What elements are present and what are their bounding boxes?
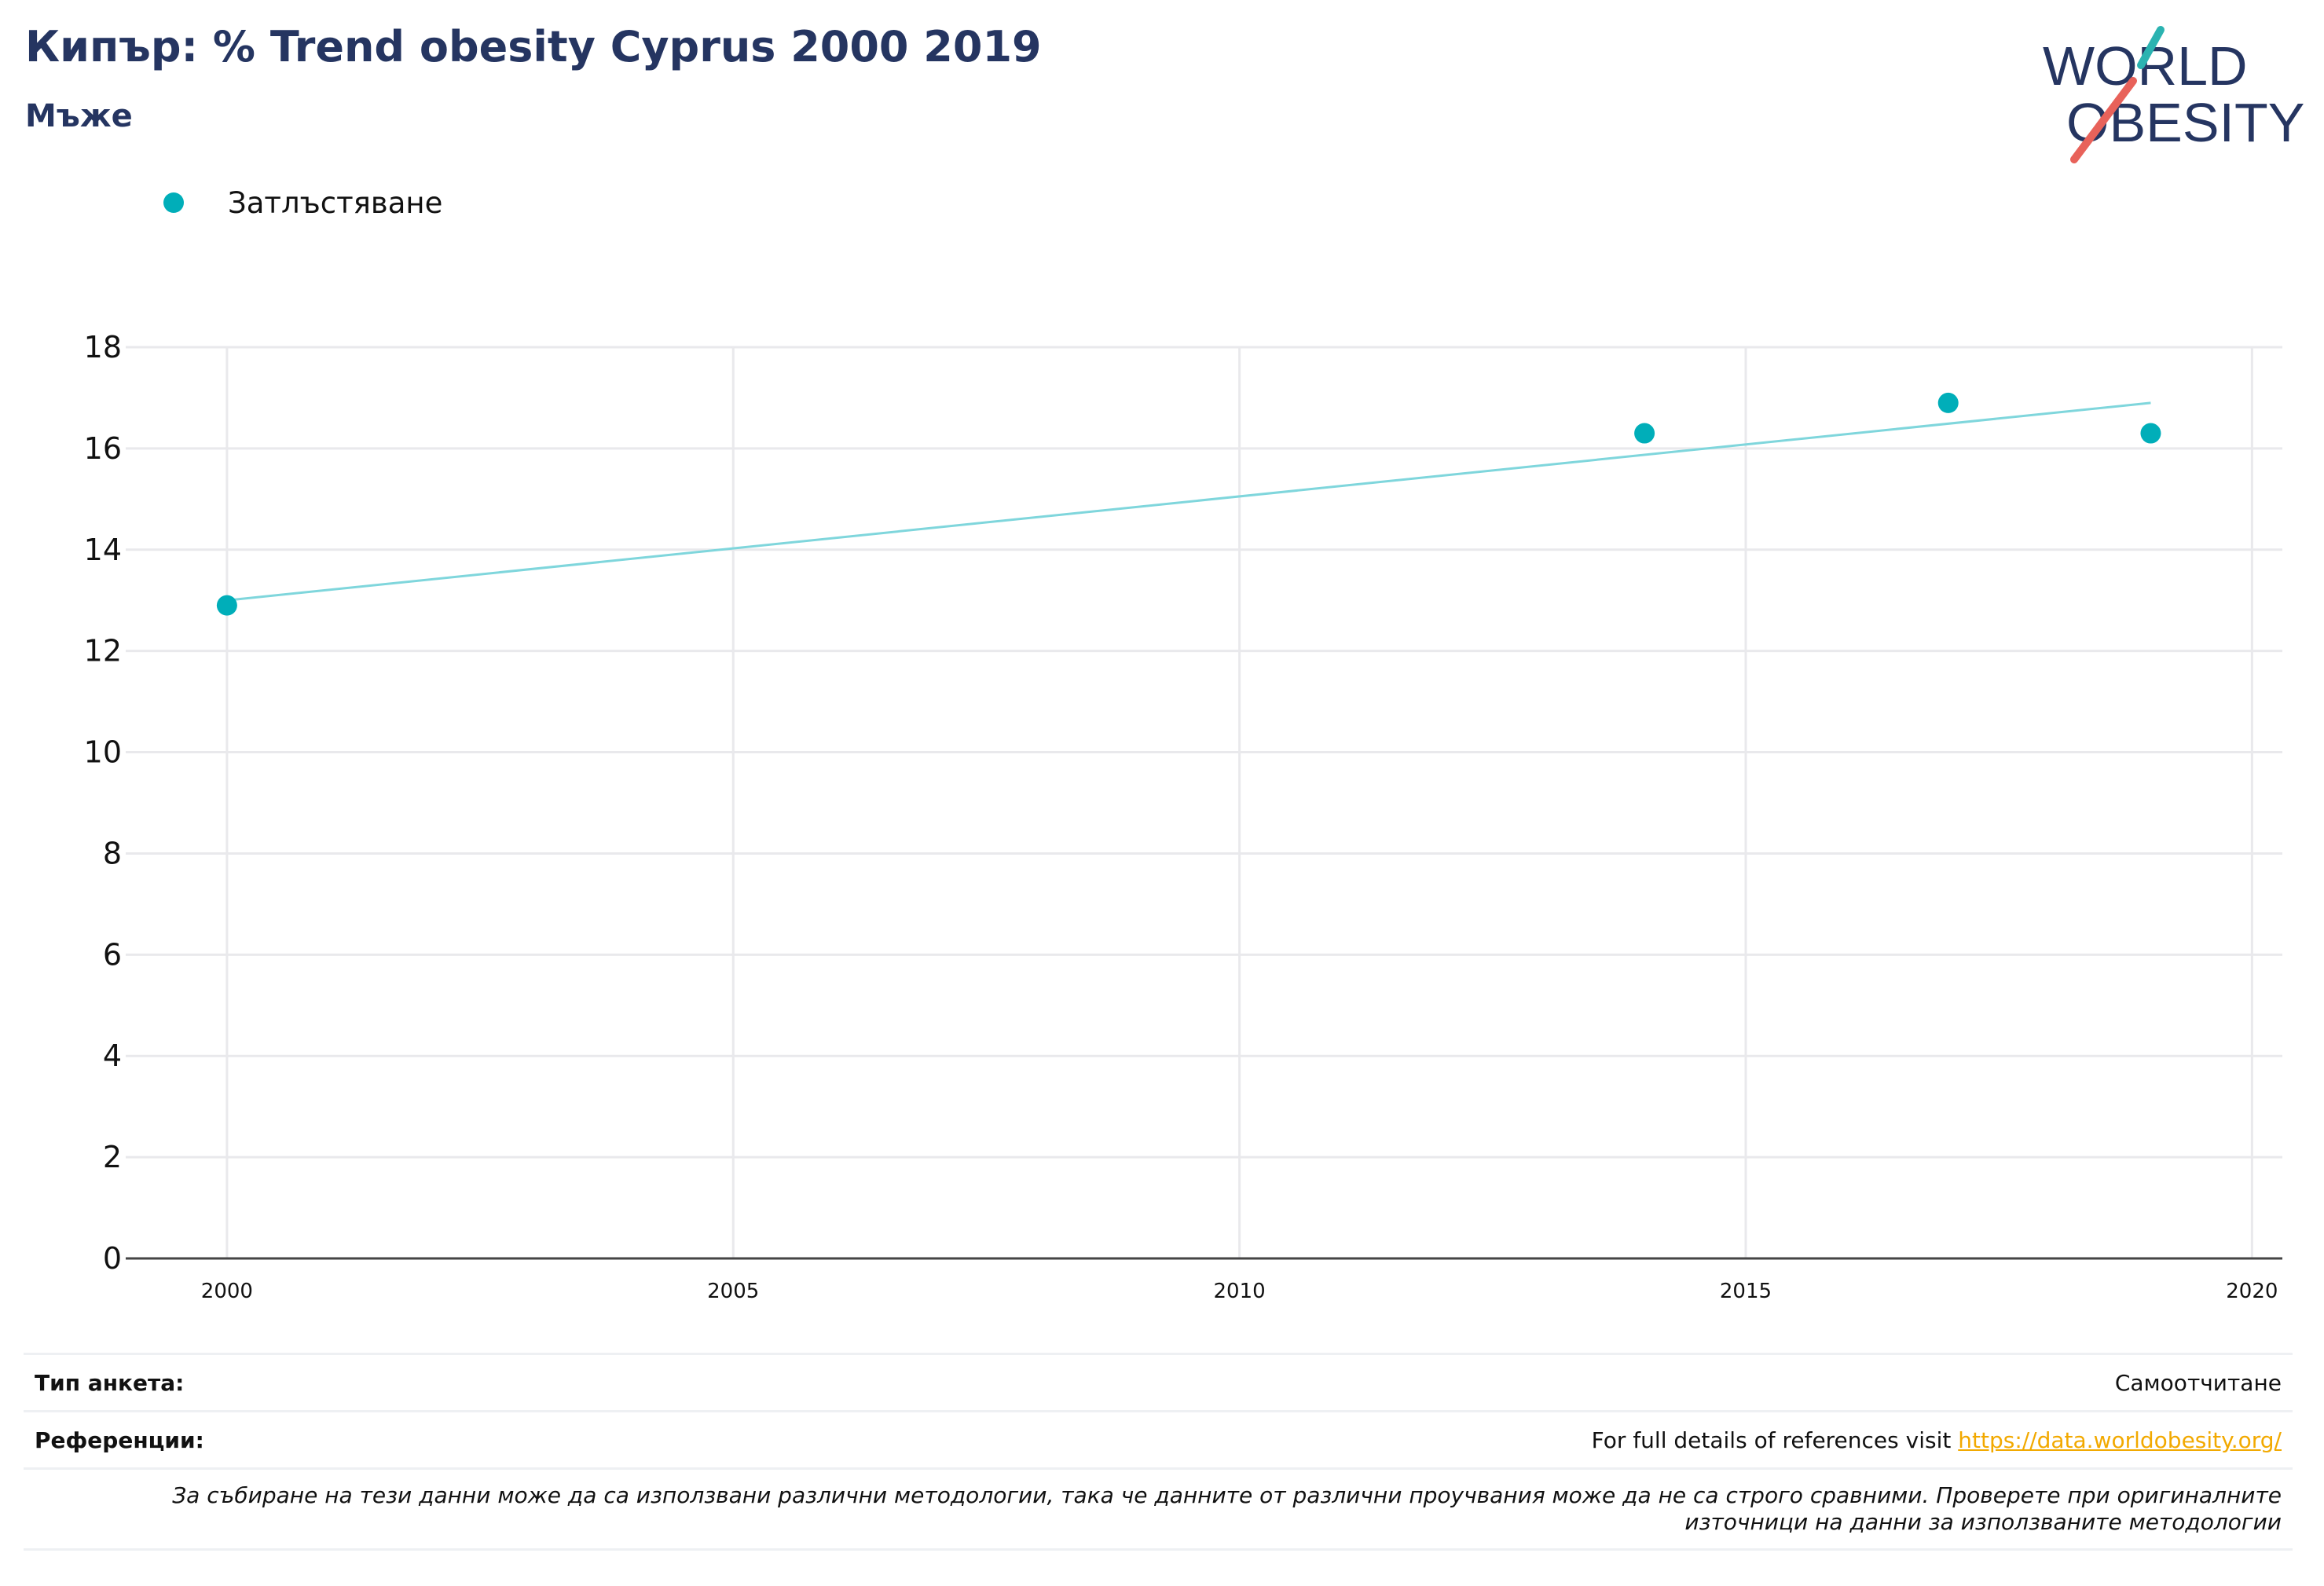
x-tick-label: 2005 [707,1280,759,1303]
y-tick-label: 12 [84,634,122,668]
y-tick-label: 10 [84,735,122,770]
x-tick-label: 2015 [1720,1280,1772,1303]
x-tick-label: 2010 [1214,1280,1266,1303]
references-link[interactable]: https://data.worldobesity.org/ [1958,1427,2282,1453]
y-tick-label: 18 [84,330,122,364]
logo-line1: WORLD [2043,35,2248,97]
y-tick-label: 4 [103,1038,122,1073]
x-tick-label: 2020 [2226,1280,2278,1303]
y-tick-label: 16 [84,431,122,466]
survey-type-label: Тип анкета: [35,1369,185,1396]
world-obesity-logo: WORLD OBESITY [2043,26,2304,163]
logo-slash-teal [2137,26,2165,69]
data-point [216,595,237,616]
methodology-note: За събиране на тези данни може да са изп… [172,1482,2282,1535]
x-tick-label: 2000 [201,1280,253,1303]
data-point [1937,392,1959,413]
methodology-note-row: За събиране на тези данни може да са изп… [24,1467,2293,1551]
chart-subtitle: Мъже [25,98,133,134]
trendline [226,401,2151,602]
references-label: Референции: [35,1427,204,1453]
y-tick-label: 14 [84,533,122,567]
references-text: For full details of references visit [1591,1427,1959,1453]
footer: Тип анкета: Самоотчитане Референции: For… [24,1353,2293,1551]
references-row: Референции: For full details of referenc… [24,1410,2293,1467]
legend-marker [163,192,184,213]
survey-type-row: Тип анкета: Самоотчитане [24,1353,2293,1410]
survey-type-value: Самоотчитане [2114,1369,2282,1396]
y-tick-label: 8 [103,836,122,870]
data-point [1634,423,1655,444]
chart: 0 2 4 6 8 10 12 14 16 18 2000 2005 2010 2015 2020 [84,330,2282,1303]
chart-title: Кипър: % Trend obesity Cyprus 2000 2019 [25,22,1042,71]
y-tick-label: 0 [103,1241,122,1276]
legend: Затлъстяване [163,183,442,222]
references-value: For full details of references visit htt… [1592,1427,2282,1453]
logo-slash-coral [2070,77,2137,163]
data-point [2140,423,2161,444]
y-tick-label: 6 [103,937,122,972]
y-tick-label: 2 [103,1140,122,1174]
legend-label: Затлъстяване [228,185,443,220]
